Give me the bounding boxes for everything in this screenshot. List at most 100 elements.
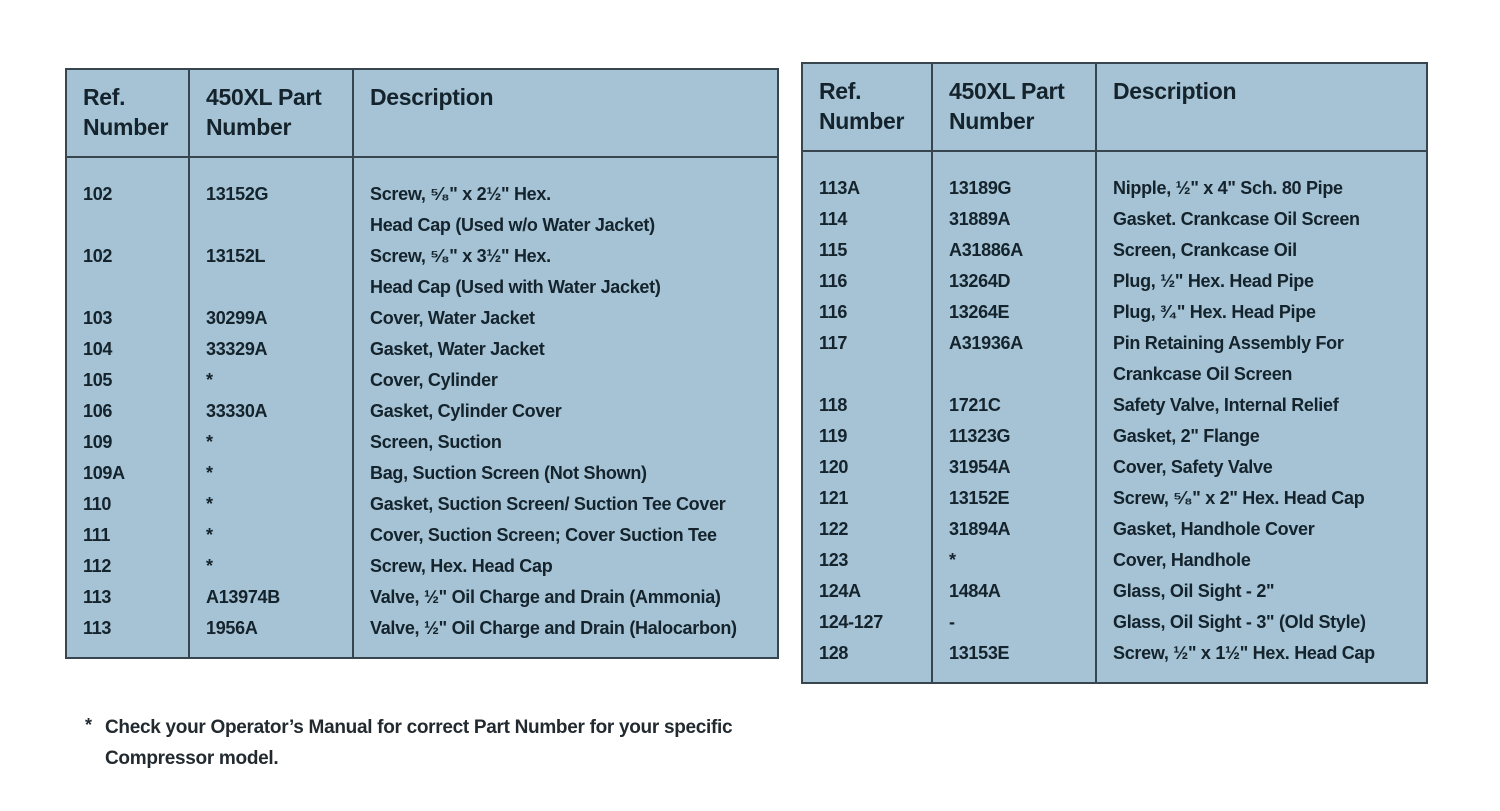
table-row: 104 33329A Gasket, Water Jacket	[66, 334, 778, 365]
part-number-cell: 1956A	[189, 613, 354, 658]
description-header: Description	[370, 84, 494, 110]
part-number-header: 450XL Part Number	[932, 63, 1097, 151]
part-number-cell: *	[189, 551, 354, 582]
description-cell: Cover, Safety Valve	[1113, 457, 1273, 477]
table-row: 113A 13189G Nipple, ½" x 4" Sch. 80 Pipe	[802, 151, 1427, 204]
description-cell: Safety Valve, Internal Relief	[1113, 395, 1339, 415]
part-number-cell: *	[932, 545, 1097, 576]
part-number-header: 450XL Part Number	[189, 69, 354, 157]
header-row: Ref. Number 450XL Part Number Descriptio…	[802, 63, 1427, 151]
part-number-cell: 31889A	[932, 204, 1097, 235]
part-number-cell: 1484A	[932, 576, 1097, 607]
part-number-cell: A31936A	[932, 328, 1097, 390]
table-row: 102 13152G Screw, ⁵⁄₈" x 2½" Hex. Head Cap…	[66, 157, 778, 241]
part-number-cell: 30299A	[189, 303, 354, 334]
part-number-cell: 11323G	[932, 421, 1097, 452]
description-header: Description	[1113, 78, 1237, 104]
ref-number-cell: 102	[66, 241, 190, 303]
parts-tables-row: Ref. Number 450XL Part Number Descriptio…	[65, 62, 1500, 684]
ref-number-cell: 113A	[802, 151, 933, 204]
ref-number-cell: 112	[66, 551, 190, 582]
description-cell: Glass, Oil Sight - 2"	[1113, 581, 1275, 601]
description-cell: Glass, Oil Sight - 3" (Old Style)	[1113, 612, 1366, 632]
description-cell: Plug, ³⁄₄" Hex. Head Pipe	[1113, 302, 1316, 322]
table-header: Ref. Number 450XL Part Number Descriptio…	[802, 63, 1427, 151]
table-row: 121 13152E Screw, ⁵⁄₈" x 2" Hex. Head Cap	[802, 483, 1427, 514]
description-cell: Gasket, 2" Flange	[1113, 426, 1260, 446]
ref-number-header: Ref. Number	[802, 63, 933, 151]
description-cell: Gasket, Water Jacket	[370, 339, 545, 359]
part-number-cell: 33330A	[189, 396, 354, 427]
part-number-cell: *	[189, 489, 354, 520]
part-number-cell: 13152E	[932, 483, 1097, 514]
ref-number-cell: 115	[802, 235, 933, 266]
ref-number-cell: 122	[802, 514, 933, 545]
parts-table-left: Ref. Number 450XL Part Number Descriptio…	[65, 68, 779, 659]
table-row: 118 1721C Safety Valve, Internal Relief	[802, 390, 1427, 421]
part-number-cell: 13153E	[932, 638, 1097, 683]
ref-number-cell: 124-127	[802, 607, 933, 638]
description-cell: Screw, ½" x 1½" Hex. Head Cap	[1113, 643, 1375, 663]
ref-number-cell: 111	[66, 520, 190, 551]
description-cell: Gasket, Handhole Cover	[1113, 519, 1315, 539]
ref-number-cell: 103	[66, 303, 190, 334]
description-cell: Cover, Suction Screen; Cover Suction Tee	[370, 525, 717, 545]
description-cell: Cover, Handhole	[1113, 550, 1251, 570]
table-body: 102 13152G Screw, ⁵⁄₈" x 2½" Hex. Head Cap…	[66, 157, 778, 658]
footnote-asterisk: *	[85, 715, 93, 735]
table-row: 113 A13974B Valve, ½" Oil Charge and Drain…	[66, 582, 778, 613]
ref-number-cell: 120	[802, 452, 933, 483]
ref-number-cell: 106	[66, 396, 190, 427]
table-row: 116 13264E Plug, ³⁄₄" Hex. Head Pipe	[802, 297, 1427, 328]
header-row: Ref. Number 450XL Part Number Descriptio…	[66, 69, 778, 157]
description-cell: Valve, ½" Oil Charge and Drain (Halocarb…	[370, 618, 737, 638]
part-number-cell: 1721C	[932, 390, 1097, 421]
table-row: 102 13152L Screw, ⁵⁄₈" x 3½" Hex. Head Cap…	[66, 241, 778, 303]
table-row: 124A 1484A Glass, Oil Sight - 2"	[802, 576, 1427, 607]
table-row: 115 A31886A Screen, Crankcase Oil	[802, 235, 1427, 266]
table-row: 112 * Screw, Hex. Head Cap	[66, 551, 778, 582]
part-number-cell: A31886A	[932, 235, 1097, 266]
table-row: 123 * Cover, Handhole	[802, 545, 1427, 576]
ref-number-cell: 123	[802, 545, 933, 576]
ref-number-cell: 109	[66, 427, 190, 458]
description-cell: Cover, Cylinder	[370, 370, 498, 390]
ref-number-cell: 124A	[802, 576, 933, 607]
description-cell: Plug, ½" Hex. Head Pipe	[1113, 271, 1314, 291]
table-row: 113 1956A Valve, ½" Oil Charge and Drain (…	[66, 613, 778, 658]
ref-number-cell: 113	[66, 582, 190, 613]
part-number-cell: 13264E	[932, 297, 1097, 328]
part-number-cell: -	[932, 607, 1097, 638]
table-row: 120 31954A Cover, Safety Valve	[802, 452, 1427, 483]
ref-number-cell: 102	[66, 157, 190, 241]
table-row: 119 11323G Gasket, 2" Flange	[802, 421, 1427, 452]
table-row: 105 * Cover, Cylinder	[66, 365, 778, 396]
table-row: 114 31889A Gasket. Crankcase Oil Screen	[802, 204, 1427, 235]
part-number-cell: 13152L	[189, 241, 354, 303]
ref-number-cell: 119	[802, 421, 933, 452]
part-number-cell: *	[189, 365, 354, 396]
description-cell: Screw, ⁵⁄₈" x 3½" Hex. Head Cap (Used wi…	[370, 246, 661, 297]
description-cell: Bag, Suction Screen (Not Shown)	[370, 463, 647, 483]
table-row: 109 * Screen, Suction	[66, 427, 778, 458]
description-cell: Screen, Suction	[370, 432, 502, 452]
ref-number-cell: 114	[802, 204, 933, 235]
table-row: 106 33330A Gasket, Cylinder Cover	[66, 396, 778, 427]
table-body: 113A 13189G Nipple, ½" x 4" Sch. 80 Pipe 11…	[802, 151, 1427, 683]
ref-number-cell: 116	[802, 297, 933, 328]
description-cell: Pin Retaining Assembly For Crankcase Oil…	[1113, 333, 1344, 384]
footnote-text: Check your Operator’s Manual for correct…	[105, 717, 733, 769]
ref-number-cell: 105	[66, 365, 190, 396]
table-row: 117 A31936A Pin Retaining Assembly For Cra…	[802, 328, 1427, 390]
part-number-cell: *	[189, 458, 354, 489]
ref-number-cell: 109A	[66, 458, 190, 489]
description-cell: Screw, Hex. Head Cap	[370, 556, 553, 576]
ref-number-header: Ref. Number	[66, 69, 190, 157]
table-header: Ref. Number 450XL Part Number Descriptio…	[66, 69, 778, 157]
part-number-cell: 31954A	[932, 452, 1097, 483]
parts-table-right: Ref. Number 450XL Part Number Descriptio…	[801, 62, 1428, 684]
description-cell: Cover, Water Jacket	[370, 308, 535, 328]
table-row: 122 31894A Gasket, Handhole Cover	[802, 514, 1427, 545]
description-cell: Valve, ½" Oil Charge and Drain (Ammonia)	[370, 587, 721, 607]
